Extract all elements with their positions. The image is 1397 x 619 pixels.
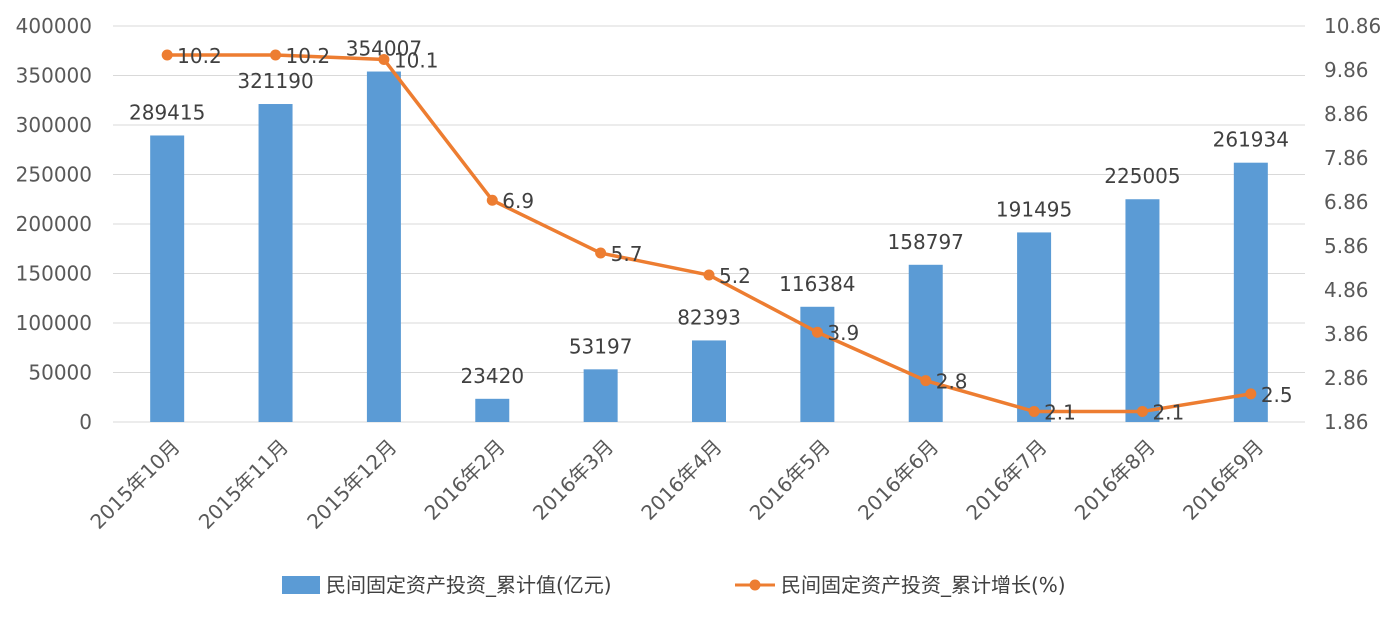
x-tick-label: 2016年2月	[420, 435, 510, 525]
left-tick-label: 50000	[28, 361, 92, 385]
bar	[583, 369, 618, 422]
line-series: 10.2 10.2 10.1 6.9 5.7 5.2 3.9 2.8 2.1 2.1 2.5	[161, 44, 1293, 424]
bar	[150, 135, 185, 422]
line-point	[486, 194, 498, 206]
right-tick-label: 7.86	[1324, 146, 1369, 170]
left-axis-ticks: 0 50000 100000 150000 200000 250000 300000 3500…	[16, 14, 92, 434]
right-tick-label: 3.86	[1324, 322, 1369, 346]
line-value-label: 5.2	[719, 264, 751, 288]
left-tick-label: 400000	[16, 14, 92, 38]
right-tick-label: 2.86	[1324, 366, 1369, 390]
line-point	[161, 49, 173, 61]
line-value-label: 2.1	[1152, 400, 1184, 424]
line-value-label: 5.7	[611, 242, 643, 266]
bar	[475, 398, 510, 422]
left-tick-label: 150000	[16, 262, 92, 286]
line-point	[1136, 405, 1148, 417]
line-value-label: 2.5	[1261, 383, 1293, 407]
gridlines	[113, 25, 1305, 423]
x-tick-label: 2015年10月	[85, 435, 184, 534]
line-point	[378, 53, 390, 65]
right-tick-label: 1.86	[1324, 410, 1369, 434]
left-tick-label: 250000	[16, 163, 92, 187]
x-tick-label: 2016年7月	[961, 435, 1051, 525]
bar-value-label: 53197	[569, 334, 633, 358]
bar-value-label: 191495	[996, 197, 1072, 221]
right-tick-label: 10.86	[1324, 14, 1381, 38]
left-tick-label: 0	[79, 410, 92, 434]
x-tick-label: 2016年4月	[636, 435, 726, 525]
bar-value-label: 82393	[677, 305, 741, 329]
left-tick-label: 200000	[16, 212, 92, 236]
bar-value-label: 261934	[1213, 128, 1289, 152]
line-point	[595, 247, 607, 259]
bar-value-label: 321190	[237, 69, 313, 93]
line-point	[1245, 388, 1257, 400]
right-tick-label: 9.86	[1324, 58, 1369, 82]
right-tick-label: 6.86	[1324, 190, 1369, 214]
line-value-label: 10.2	[286, 44, 331, 68]
left-tick-label: 300000	[16, 113, 92, 137]
x-tick-label: 2016年9月	[1178, 435, 1268, 525]
x-tick-label: 2016年6月	[853, 435, 943, 525]
legend-swatch-line-marker	[749, 579, 761, 591]
line-value-label: 2.1	[1044, 400, 1076, 424]
bar	[1125, 199, 1160, 422]
line-point	[811, 326, 823, 338]
right-tick-label: 4.86	[1324, 278, 1369, 302]
legend: 民间固定资产投资_累计值(亿元) 民间固定资产投资_累计增长(%)	[282, 573, 1066, 597]
bar-value-label: 225005	[1104, 164, 1180, 188]
bar-series: 2894153211903540072342053197823931163841…	[129, 37, 1289, 422]
right-axis-ticks: 1.86 2.86 3.86 4.86 5.86 6.86 7.86 8.86 9.86 10.8…	[1324, 14, 1381, 434]
line-point	[1028, 405, 1040, 417]
line-value-label: 10.2	[177, 44, 222, 68]
line-value-label: 3.9	[827, 321, 859, 345]
bar-value-label: 116384	[779, 272, 855, 296]
bar-value-label: 23420	[460, 364, 524, 388]
x-axis-ticks: 2015年10月 2015年11月 2015年12月 2016年2月 2016年3月 20…	[85, 435, 1268, 534]
line-point	[270, 49, 282, 61]
line-point	[920, 375, 932, 387]
bar	[908, 264, 943, 422]
legend-label-line: 民间固定资产投资_累计增长(%)	[781, 573, 1066, 597]
legend-label-bar: 民间固定资产投资_累计值(亿元)	[326, 573, 612, 597]
right-tick-label: 5.86	[1324, 234, 1369, 258]
x-tick-label: 2016年8月	[1070, 435, 1160, 525]
x-tick-label: 2015年12月	[302, 435, 401, 534]
bar	[1233, 162, 1268, 422]
x-tick-label: 2016年5月	[745, 435, 835, 525]
left-tick-label: 100000	[16, 311, 92, 335]
bar	[366, 71, 401, 422]
x-tick-label: 2015年11月	[194, 435, 293, 534]
x-tick-label: 2016年3月	[528, 435, 618, 525]
right-tick-label: 8.86	[1324, 102, 1369, 126]
bar	[1017, 232, 1052, 422]
line-point	[703, 269, 715, 281]
bar-value-label: 289415	[129, 100, 205, 124]
legend-swatch-bar	[282, 576, 320, 594]
line-value-label: 10.1	[394, 48, 439, 72]
bar	[258, 104, 293, 422]
bar-value-label: 158797	[888, 230, 964, 254]
line-value-label: 2.8	[936, 370, 968, 394]
line-value-label: 6.9	[502, 189, 534, 213]
bar	[692, 340, 726, 422]
left-tick-label: 350000	[16, 64, 92, 88]
